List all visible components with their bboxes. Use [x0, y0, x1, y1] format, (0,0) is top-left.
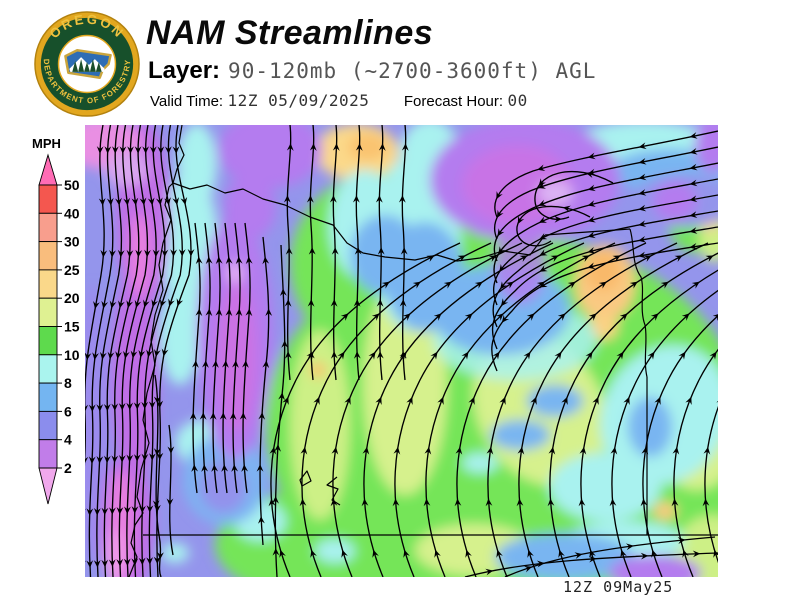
map-timestamp: 12Z 09May25 — [563, 578, 674, 596]
page-title: NAM Streamlines — [146, 14, 434, 52]
streamline-map — [85, 125, 718, 577]
colorbar-band — [38, 326, 58, 356]
colorbar-tick-label: 25 — [64, 262, 80, 278]
colorbar-band — [38, 184, 58, 214]
colorbar-tick-label: 15 — [64, 319, 80, 335]
colorbar-tick-label: 50 — [64, 177, 80, 193]
colorbar-band — [38, 410, 58, 441]
layer-label: Layer: — [148, 57, 221, 84]
colorbar: MPH 50 40 30 25 20 15 10 8 6 4 2 — [20, 136, 104, 514]
valid-time-value: 12Z 05/09/2025 — [227, 91, 370, 110]
forecast-hour-value: 00 — [507, 91, 528, 110]
colorbar-band — [38, 439, 58, 469]
colorbar-tick-label: 20 — [64, 290, 80, 306]
wind-speed-field — [85, 125, 718, 577]
colorbar-band — [38, 269, 58, 299]
layer-row: Layer: 90-120mb (~2700-3600ft) AGL — [148, 57, 596, 85]
colorbar-band — [38, 241, 58, 271]
oregon-state-emblem — [64, 49, 112, 79]
colorbar-band — [38, 212, 58, 243]
colorbar-tick-label: 30 — [64, 234, 80, 250]
valid-time-label: Valid Time: — [150, 93, 224, 110]
colorbar-tick-label: 4 — [64, 432, 72, 448]
colorbar-tick-label: 2 — [64, 460, 72, 476]
streamline-arrowheads — [85, 132, 718, 576]
colorbar-tick-label: 6 — [64, 403, 72, 419]
colorbar-scale: 50 40 30 25 20 15 10 8 6 4 2 — [38, 153, 80, 505]
colorbar-unit-label: MPH — [32, 136, 61, 151]
layer-value: 90-120mb (~2700-3600ft) AGL — [228, 59, 597, 83]
colorbar-tick-label: 8 — [64, 375, 72, 391]
colorbar-band — [38, 354, 58, 384]
forecast-hour-label: Forecast Hour: — [403, 93, 504, 110]
streamlines-layer — [85, 125, 718, 577]
colorbar-band — [38, 297, 58, 327]
colorbar-band — [38, 382, 58, 412]
colorbar-tick-label: 40 — [64, 205, 80, 221]
colorbar-tick-label: 10 — [64, 347, 80, 363]
valid-time-row: Valid Time: 12Z 05/09/2025 Forecast Hour… — [150, 91, 528, 111]
streamline-map-canvas — [85, 125, 718, 577]
state-borders-layer — [128, 125, 718, 577]
odf-logo-seal: OREGON DEPARTMENT OF FORESTRY — [34, 11, 140, 117]
